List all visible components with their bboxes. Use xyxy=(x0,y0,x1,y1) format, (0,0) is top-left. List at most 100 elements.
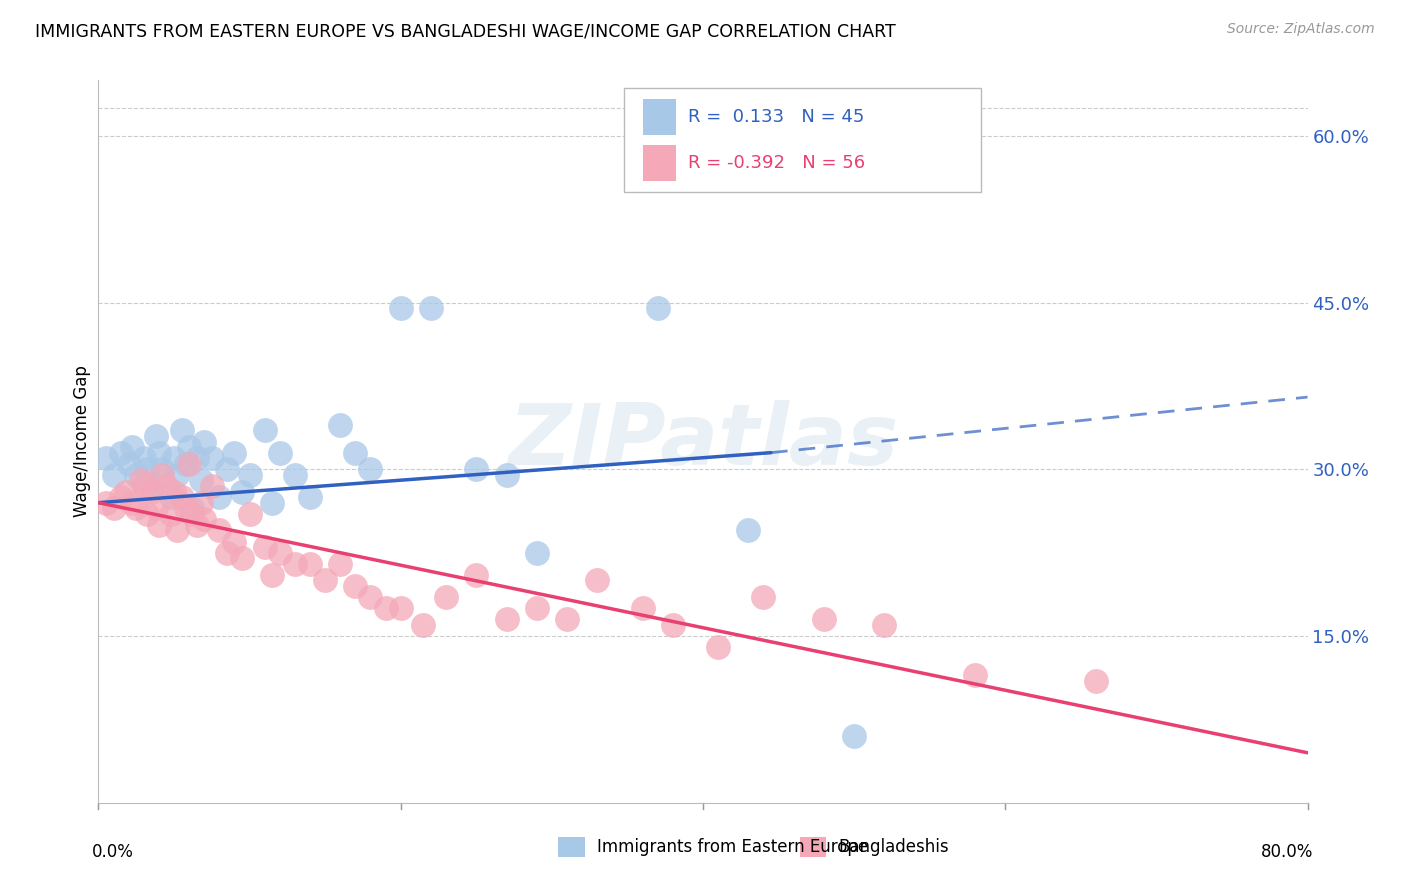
Point xyxy=(269,445,291,459)
Point xyxy=(179,457,201,471)
Point xyxy=(190,496,212,510)
Point xyxy=(873,618,896,632)
Point xyxy=(114,484,136,499)
Point xyxy=(465,462,488,476)
Point xyxy=(201,479,224,493)
Bar xyxy=(558,837,585,857)
Point xyxy=(360,462,382,476)
Point xyxy=(190,474,212,488)
Point xyxy=(155,479,177,493)
Point xyxy=(269,546,291,560)
Point xyxy=(163,484,186,499)
Point xyxy=(253,540,276,554)
Point xyxy=(145,429,167,443)
Point xyxy=(224,534,246,549)
Text: 80.0%: 80.0% xyxy=(1261,843,1313,861)
Point xyxy=(145,501,167,516)
Point xyxy=(329,557,352,571)
Point xyxy=(163,451,186,466)
Point xyxy=(132,479,155,493)
Point xyxy=(314,574,336,588)
Point xyxy=(141,479,163,493)
Point xyxy=(526,601,548,615)
Point xyxy=(135,462,157,476)
Text: R =  0.133   N = 45: R = 0.133 N = 45 xyxy=(689,108,865,126)
Bar xyxy=(800,837,827,857)
Point xyxy=(121,440,143,454)
Point xyxy=(186,517,208,532)
Point xyxy=(174,501,197,516)
Point xyxy=(344,445,367,459)
Point xyxy=(389,301,412,315)
Point xyxy=(150,467,173,482)
Point xyxy=(118,457,141,471)
Point xyxy=(813,612,835,626)
Point xyxy=(166,524,188,538)
Point xyxy=(186,451,208,466)
Text: Immigrants from Eastern Europe: Immigrants from Eastern Europe xyxy=(596,838,868,855)
Point xyxy=(94,451,117,466)
Point xyxy=(148,517,170,532)
Point xyxy=(344,579,367,593)
Point xyxy=(374,601,396,615)
Point xyxy=(231,551,253,566)
Point xyxy=(752,590,775,604)
Point xyxy=(208,490,231,504)
Point xyxy=(262,568,284,582)
Point xyxy=(179,440,201,454)
Point xyxy=(160,490,183,504)
Y-axis label: Wage/Income Gap: Wage/Income Gap xyxy=(73,366,91,517)
Text: IMMIGRANTS FROM EASTERN EUROPE VS BANGLADESHI WAGE/INCOME GAP CORRELATION CHART: IMMIGRANTS FROM EASTERN EUROPE VS BANGLA… xyxy=(35,22,896,40)
Point xyxy=(181,501,204,516)
Point xyxy=(231,484,253,499)
Point xyxy=(495,467,517,482)
Point xyxy=(434,590,457,604)
Point xyxy=(208,524,231,538)
Point xyxy=(555,612,578,626)
Point xyxy=(135,507,157,521)
Point xyxy=(707,640,730,655)
Point xyxy=(110,445,132,459)
Point xyxy=(495,612,517,626)
Point xyxy=(284,467,307,482)
Point xyxy=(360,590,382,604)
Point xyxy=(125,501,148,516)
Point xyxy=(965,668,987,682)
Point xyxy=(737,524,759,538)
Point xyxy=(586,574,609,588)
Text: ZIPatlas: ZIPatlas xyxy=(508,400,898,483)
Bar xyxy=(643,145,676,181)
Point xyxy=(465,568,488,582)
Point xyxy=(201,451,224,466)
Point xyxy=(215,546,238,560)
Point xyxy=(150,462,173,476)
Point xyxy=(284,557,307,571)
Point xyxy=(170,424,193,438)
Point xyxy=(103,501,125,516)
Point xyxy=(420,301,443,315)
Bar xyxy=(643,99,676,135)
Text: Bangladeshis: Bangladeshis xyxy=(838,838,949,855)
Point xyxy=(215,462,238,476)
Point xyxy=(1085,673,1108,688)
Point xyxy=(121,496,143,510)
Point xyxy=(844,729,866,743)
Point xyxy=(148,445,170,459)
Point xyxy=(174,457,197,471)
Point xyxy=(94,496,117,510)
Text: Source: ZipAtlas.com: Source: ZipAtlas.com xyxy=(1227,22,1375,37)
Point xyxy=(170,490,193,504)
Point xyxy=(141,484,163,499)
Text: R = -0.392   N = 56: R = -0.392 N = 56 xyxy=(689,154,866,172)
Point xyxy=(239,467,262,482)
Point xyxy=(125,467,148,482)
Point xyxy=(647,301,669,315)
Point xyxy=(526,546,548,560)
Point xyxy=(329,417,352,432)
Point xyxy=(389,601,412,615)
Point xyxy=(299,557,322,571)
Point xyxy=(412,618,434,632)
Point xyxy=(155,479,177,493)
Point xyxy=(631,601,654,615)
Point xyxy=(132,451,155,466)
